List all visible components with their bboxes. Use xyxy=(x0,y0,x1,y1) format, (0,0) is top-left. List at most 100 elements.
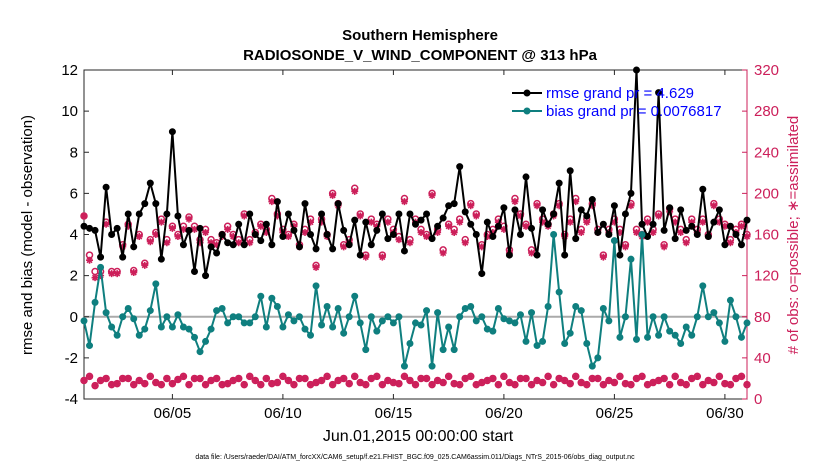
obs-assimilated-point xyxy=(141,261,149,269)
obs-assimilated-point-low xyxy=(627,381,635,389)
obs-assimilated-point-low xyxy=(356,379,364,387)
series-1-point xyxy=(340,329,348,337)
series-0-point xyxy=(522,173,530,181)
series-0-point xyxy=(550,210,558,218)
y-tick-label-right-6: 240 xyxy=(754,144,779,161)
series-0-point xyxy=(715,206,723,214)
series-0-point xyxy=(157,255,165,263)
series-0-point xyxy=(721,241,729,249)
series-0-point xyxy=(478,270,486,278)
y-tick-label-right-2: 80 xyxy=(754,309,771,326)
obs-assimilated-point xyxy=(235,239,243,247)
series-0-point xyxy=(572,235,580,243)
series-0-point xyxy=(389,231,397,238)
obs-assimilated-point-low xyxy=(130,381,138,389)
series-0-point xyxy=(251,231,259,238)
obs-assimilated-point-low xyxy=(483,376,491,384)
series-0-point xyxy=(633,66,640,74)
obs-assimilated-point-low xyxy=(279,372,287,380)
series-1-point xyxy=(660,313,668,321)
series-0-point xyxy=(135,210,143,218)
series-1-point xyxy=(86,342,94,350)
obs-assimilated-point-low xyxy=(456,381,464,389)
obs-assimilated-point xyxy=(456,218,464,226)
obs-assimilated-point-low xyxy=(284,376,292,384)
series-1-point xyxy=(494,305,502,313)
obs-assimilated-point xyxy=(539,218,547,226)
series-1-point xyxy=(395,313,403,321)
series-0-point xyxy=(544,220,552,228)
y-tick-label-right-3: 120 xyxy=(754,268,779,285)
series-1-point xyxy=(621,313,629,321)
series-0-point xyxy=(406,210,414,218)
series-1-point xyxy=(185,325,193,333)
obs-assimilated-point-low xyxy=(268,380,276,388)
series-1-point xyxy=(108,323,116,331)
obs-assimilated-point xyxy=(273,212,281,220)
series-1-point xyxy=(699,282,707,290)
obs-assimilated-point-low xyxy=(273,379,281,387)
obs-assimilated-point xyxy=(213,241,221,249)
obs-assimilated-point xyxy=(318,218,326,226)
series-0-point xyxy=(450,200,458,208)
series-0-point xyxy=(345,241,353,249)
series-1-point xyxy=(224,319,232,327)
series-1-point xyxy=(428,362,436,370)
obs-assimilated-point-low xyxy=(550,381,558,389)
obs-assimilated-point-low xyxy=(638,372,646,380)
obs-assimilated-point xyxy=(362,253,370,261)
series-0-point xyxy=(710,218,718,226)
obs-assimilated-point-low xyxy=(251,376,259,384)
obs-assimilated-point xyxy=(207,239,215,247)
series-1-point xyxy=(80,317,88,325)
series-0-point xyxy=(737,241,745,249)
obs-assimilated-point xyxy=(163,239,171,247)
series-0-point xyxy=(599,220,607,228)
series-1-point xyxy=(257,292,265,300)
obs-assimilated-point-low xyxy=(312,379,320,387)
obs-assimilated-point xyxy=(528,249,536,257)
obs-assimilated-point-low xyxy=(202,381,210,389)
obs-assimilated-point-low xyxy=(400,372,408,380)
series-0-point xyxy=(412,220,419,228)
series-0-point xyxy=(367,241,375,249)
series-1-point xyxy=(682,323,690,331)
y-tick-label-left-4: 4 xyxy=(70,227,78,244)
obs-assimilated-point-low xyxy=(616,372,624,380)
series-0-point xyxy=(655,89,663,97)
series-1-point xyxy=(301,325,309,333)
obs-assimilated-point xyxy=(130,269,138,277)
series-0-point xyxy=(334,200,342,208)
obs-assimilated-point xyxy=(174,233,182,241)
legend-marker-0 xyxy=(523,89,531,97)
obs-assimilated-point-low xyxy=(163,374,171,382)
series-0-point xyxy=(583,212,591,220)
y-tick-label-left-5: 6 xyxy=(70,185,78,202)
obs-assimilated-point-low xyxy=(743,381,751,389)
series-0-point xyxy=(141,200,149,208)
series-0-point xyxy=(378,210,386,218)
series-0-point xyxy=(456,163,464,171)
obs-assimilated-point xyxy=(168,224,176,232)
obs-assimilated-point xyxy=(483,233,491,241)
obs-assimilated-point-low xyxy=(257,381,265,389)
data-file-footnote: data file: /Users/raeder/DAI/ATM_forcXX/… xyxy=(195,454,635,461)
series-1-point xyxy=(583,339,591,347)
series-0-point xyxy=(97,253,105,261)
obs-assimilated-point xyxy=(743,233,751,241)
obs-assimilated-point-low xyxy=(389,379,397,387)
obs-assimilated-point xyxy=(588,202,596,210)
y-tick-label-right-8: 320 xyxy=(754,62,779,79)
series-1-point xyxy=(345,313,353,321)
series-0-point xyxy=(616,251,624,259)
obs-assimilated-point xyxy=(655,212,663,220)
series-1-point xyxy=(191,333,198,341)
series-1-point xyxy=(279,323,287,331)
obs-assimilated-point-low xyxy=(577,379,585,387)
obs-assimilated-point xyxy=(439,249,447,257)
series-0-point xyxy=(704,233,712,241)
obs-assimilated-point xyxy=(682,239,690,247)
obs-assimilated-point-low xyxy=(583,381,591,389)
y-tick-label-left-1: -2 xyxy=(65,350,78,367)
